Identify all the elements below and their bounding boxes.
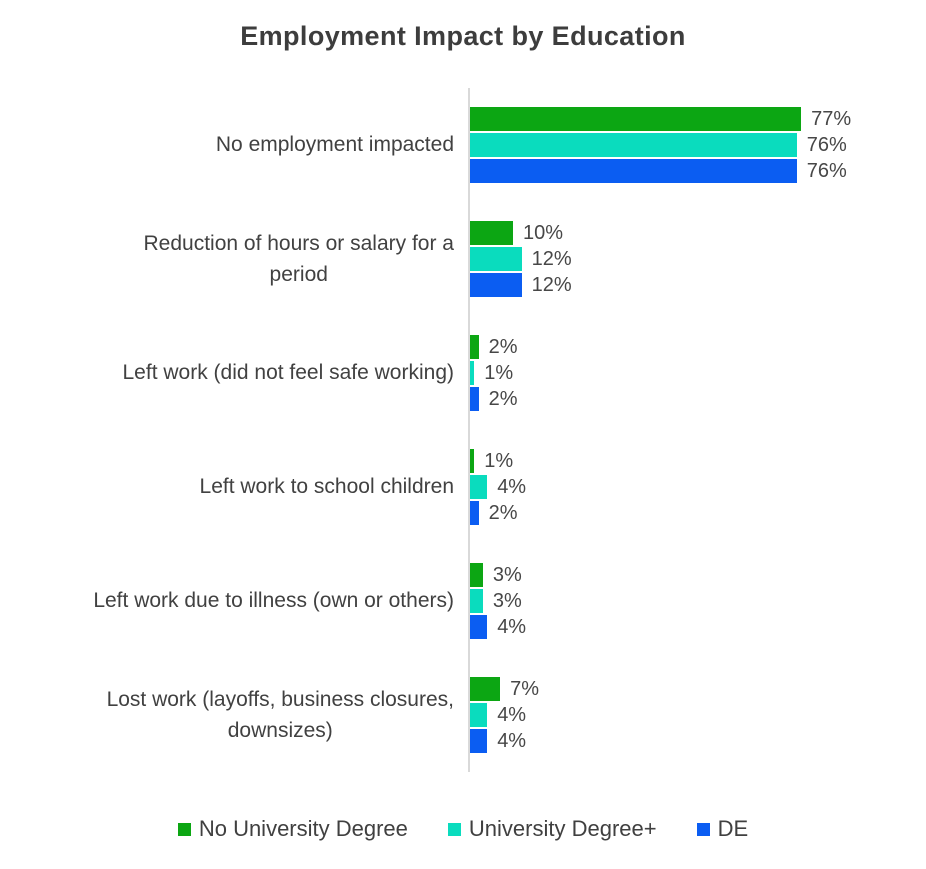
legend-marker: [447, 822, 461, 836]
legend-item: University Degree+: [447, 816, 657, 842]
bar-line: 2%: [470, 335, 926, 359]
bar-value-label: 2%: [488, 335, 518, 358]
category-label: Reduction of hours or salary for a perio…: [143, 231, 455, 287]
bar-value-label: 76%: [806, 133, 847, 156]
bar-line: 4%: [470, 729, 926, 753]
category-row: Left work (did not feel safe working) 2% 1…: [0, 316, 926, 430]
category-label-cell: Left work due to illness (own or others): [0, 544, 468, 658]
category-label: Lost work (layoffs, business closures, d…: [106, 687, 454, 743]
bar-value-label: 4%: [497, 475, 527, 498]
bar-line: 2%: [470, 501, 926, 525]
chart-title: Employment Impact by Education: [240, 21, 686, 51]
category-label-cell: No employment impacted: [0, 88, 468, 202]
category-label-cell: Lost work (layoffs, business closures, d…: [0, 658, 468, 772]
bar-line: 12%: [470, 247, 926, 271]
category-label-cell: Reduction of hours or salary for a perio…: [0, 202, 468, 316]
bar: [470, 729, 488, 753]
bar-line: 12%: [470, 273, 926, 297]
bar-line: 77%: [470, 107, 926, 131]
legend-label: No University Degree: [198, 816, 408, 841]
bar-group: 3% 3% 4%: [468, 544, 926, 658]
bar-line: 2%: [470, 387, 926, 411]
legend-label: DE: [717, 816, 749, 841]
legend-item: DE: [696, 816, 749, 842]
bar-value-label: 12%: [531, 273, 572, 296]
bar-group: 2% 1% 2%: [468, 316, 926, 430]
bar: [470, 589, 483, 613]
legend-label: University Degree+: [468, 816, 657, 841]
category-label: Left work due to illness (own or others): [93, 589, 454, 613]
category-row: No employment impacted 77% 76% 76%: [0, 88, 926, 202]
bar-value-label: 77%: [811, 107, 852, 130]
bar-value-label: 3%: [492, 563, 522, 586]
bar-group: 10% 12% 12%: [468, 202, 926, 316]
bar: [470, 563, 483, 587]
category-row: Left work due to illness (own or others)…: [0, 544, 926, 658]
bar: [470, 703, 488, 727]
bar-value-label: 10%: [523, 221, 564, 244]
bar-value-label: 3%: [492, 589, 522, 612]
bar-line: 4%: [470, 615, 926, 639]
bar-line: 3%: [470, 589, 926, 613]
category-label: Left work to school children: [199, 475, 454, 499]
bar-line: 76%: [470, 133, 926, 157]
bar-value-label: 4%: [497, 729, 527, 752]
bar: [470, 159, 797, 183]
bar: [470, 475, 488, 499]
category-label: No employment impacted: [215, 133, 454, 157]
plot-area: No employment impacted 77% 76% 76% Reduction…: [0, 88, 926, 772]
bar-value-label: 7%: [510, 677, 539, 700]
bar-value-label: 4%: [497, 615, 527, 638]
category-row: Reduction of hours or salary for a perio…: [0, 202, 926, 316]
bar-value-label: 1%: [484, 361, 514, 384]
bar: [470, 677, 501, 701]
category-row: Left work to school children 1% 4% 2%: [0, 430, 926, 544]
bar-value-label: 76%: [806, 159, 847, 182]
bar-line: 76%: [470, 159, 926, 183]
bar-group: 77% 76% 76%: [468, 88, 926, 202]
legend-marker: [696, 822, 710, 836]
legend: No University Degree University Degree+ DE: [0, 816, 926, 842]
bar-value-label: 4%: [497, 703, 527, 726]
bar-line: 7%: [470, 677, 926, 701]
bar-value-label: 2%: [488, 387, 518, 410]
bar-line: 4%: [470, 703, 926, 727]
bar-value-label: 2%: [488, 501, 518, 524]
bar: [470, 615, 488, 639]
category-label-cell: Left work (did not feel safe working): [0, 316, 468, 430]
bar-line: 1%: [470, 361, 926, 385]
bar-group: 7% 4% 4%: [468, 658, 926, 772]
bar-value-label: 12%: [531, 247, 572, 270]
category-label: Left work (did not feel safe working): [122, 361, 455, 385]
bar-line: 10%: [470, 221, 926, 245]
bar: [470, 133, 797, 157]
bar: [470, 449, 475, 473]
category-label-cell: Left work to school children: [0, 430, 468, 544]
bar-value-label: 1%: [484, 449, 514, 472]
bar-group: 1% 4% 2%: [468, 430, 926, 544]
bar: [470, 221, 513, 245]
bar: [470, 273, 522, 297]
bar: [470, 247, 522, 271]
bar-line: 3%: [470, 563, 926, 587]
bar: [470, 335, 479, 359]
legend-marker: [177, 822, 191, 836]
bar: [470, 387, 479, 411]
bar-line: 1%: [470, 449, 926, 473]
bar: [470, 107, 802, 131]
bar-line: 4%: [470, 475, 926, 499]
bar: [470, 361, 475, 385]
bar: [470, 501, 479, 525]
legend-item: No University Degree: [177, 816, 408, 842]
category-row: Lost work (layoffs, business closures, d…: [0, 658, 926, 772]
